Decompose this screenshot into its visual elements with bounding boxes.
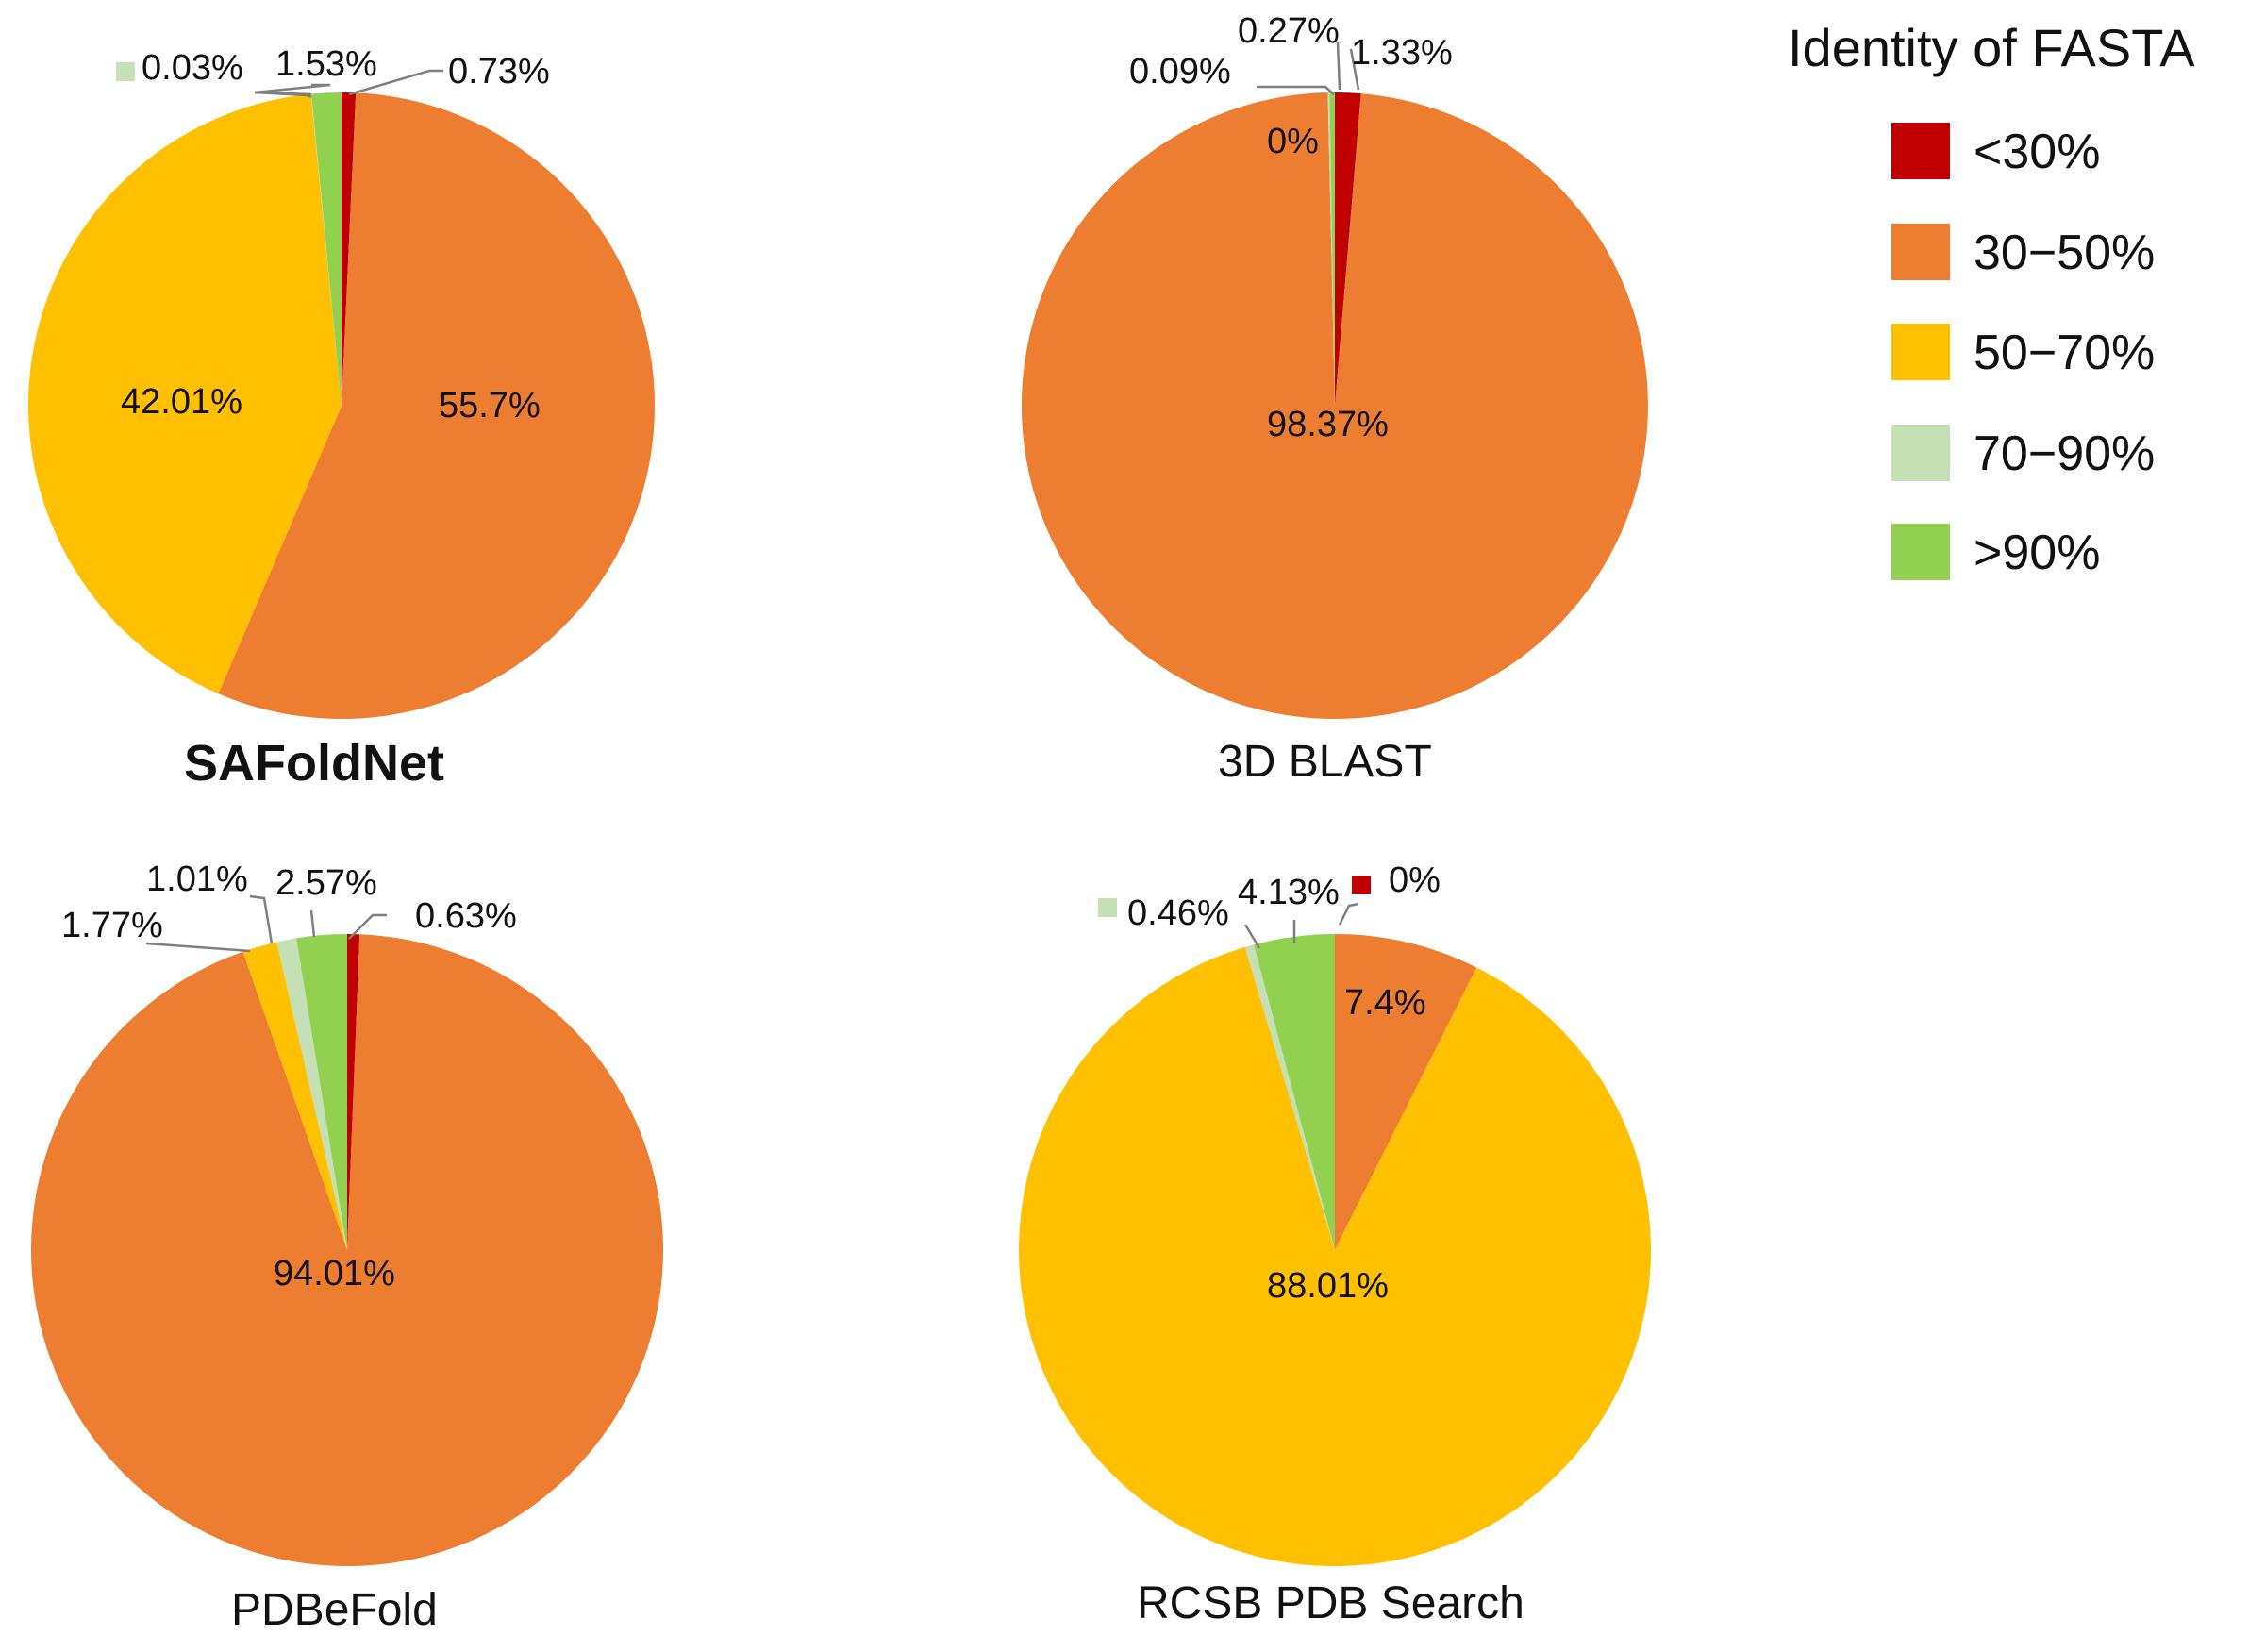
leader-line-under-30 — [1338, 902, 1359, 926]
label-over-90: 1.53% — [275, 44, 377, 84]
pie-slices — [27, 92, 656, 720]
legend-swatch-50-70 — [1891, 324, 1950, 380]
legend-swatch-under-30 — [1891, 123, 1950, 179]
label-70-90: 0.09% — [1129, 52, 1231, 92]
leader-line-under-30 — [348, 69, 443, 96]
leader-line-70-90 — [249, 894, 274, 944]
pie-slices — [1021, 92, 1648, 719]
chart-title-safoldnet: SAFoldNet — [184, 735, 444, 792]
label-50-70: 1.77% — [61, 906, 163, 945]
label-over-90: 2.57% — [275, 863, 377, 903]
leader-line-over-90 — [254, 91, 312, 99]
pie-slice-over-90 — [311, 92, 342, 406]
leader-line-over-90 — [1336, 42, 1341, 91]
pie-slice-under-30 — [347, 933, 360, 1250]
leader-line-over-90 — [309, 909, 316, 938]
pie-slice-30-50 — [1335, 934, 1477, 1250]
pie-slice-70-90 — [1327, 92, 1335, 407]
legend-item-under-30: <30% — [1891, 123, 2100, 179]
pie-slice-50-70 — [27, 93, 342, 694]
pie-slice-over-90 — [1329, 92, 1335, 406]
legend-swatch-over-90 — [1891, 524, 1950, 580]
chart-title-pdbefold: PDBeFold — [231, 1585, 438, 1635]
legend-label-under-30: <30% — [1974, 125, 2100, 179]
label-70-90: 0.46% — [1127, 893, 1229, 933]
label-30-50: 7.4% — [1344, 983, 1426, 1023]
pie-slice-under-30 — [1335, 92, 1361, 406]
pie-slice-50-70 — [1019, 946, 1652, 1567]
pie-chart-pdbefold: 1.77% 1.01% 2.57% 0.63% 94.01% PDBeFold — [31, 859, 664, 1635]
label-under-30: 0.63% — [415, 896, 517, 936]
pie-slice-70-90 — [276, 938, 347, 1250]
pie-slice-30-50 — [218, 92, 656, 720]
label-over-90: 0.27% — [1238, 11, 1340, 51]
legend-item-70-90: 70−90% — [1891, 425, 2155, 481]
legend-item-30-50: 30−50% — [1891, 224, 2155, 280]
label-under-30: 0.73% — [448, 52, 550, 92]
legend-label-50-70: 50−70% — [1974, 325, 2155, 380]
label-50-70: 0% — [1267, 122, 1319, 161]
leader-lines — [145, 894, 387, 953]
pie-slices — [31, 933, 664, 1566]
label-70-90: 0.03% — [142, 48, 243, 88]
legend-key-under-30 — [1352, 876, 1371, 894]
leader-lines — [1257, 42, 1360, 95]
pie-chart-rcsb-pdb-search: 0.46% 4.13% 0% 7.4% 88.01% RCSB PDB Sear… — [1019, 860, 1652, 1628]
label-30-50: 98.37% — [1267, 405, 1389, 444]
label-under-30: 0% — [1389, 860, 1441, 900]
leader-line-under-30 — [348, 913, 387, 940]
legend-swatch-70-90 — [1891, 425, 1950, 481]
pie-chart-safoldnet: 0.03% 1.53% 0.73% 55.7% 42.01% SAFoldNet — [27, 44, 656, 792]
label-30-50: 94.01% — [274, 1254, 395, 1293]
pie-slice-70-90 — [310, 93, 342, 406]
pie-slice-under-30 — [342, 92, 357, 406]
label-70-90: 1.01% — [146, 859, 248, 899]
leader-lines — [1243, 902, 1359, 949]
legend-label-70-90: 70−90% — [1974, 426, 2155, 481]
label-under-30: 1.33% — [1351, 33, 1453, 73]
legend-label-over-90: >90% — [1974, 526, 2100, 580]
legend-title: Identity of FASTA — [1788, 18, 2195, 77]
leader-line-70-90 — [1243, 924, 1261, 949]
leader-line-50-70 — [145, 942, 251, 953]
pie-slice-50-70 — [242, 942, 347, 1250]
label-over-90: 4.13% — [1238, 873, 1340, 912]
legend-label-30-50: 30−50% — [1974, 225, 2155, 280]
pie-slice-70-90 — [1244, 944, 1335, 1250]
pie-slice-over-90 — [1254, 934, 1335, 1250]
pie-slice-30-50 — [31, 934, 664, 1566]
leader-line-70-90 — [1257, 85, 1335, 95]
pie-slice-over-90 — [296, 934, 347, 1250]
legend-swatch-30-50 — [1891, 224, 1950, 280]
legend-item-over-90: >90% — [1891, 524, 2100, 580]
pie-chart-3d-blast: 0.09% 0.27% 1.33% 0% 98.37% 3D BLAST — [1021, 11, 1648, 787]
pie-slice-30-50 — [1021, 92, 1648, 719]
label-30-50: 55.7% — [439, 386, 541, 426]
leader-lines — [254, 69, 443, 99]
leader-line-under-30 — [1349, 48, 1360, 91]
chart-title-rcsb-pdb-search: RCSB PDB Search — [1137, 1578, 1524, 1628]
label-50-70: 42.01% — [121, 382, 242, 422]
legend-item-50-70: 50−70% — [1891, 324, 2155, 380]
legend-key-70-90 — [1098, 898, 1117, 917]
pie-slices — [1019, 934, 1652, 1567]
legend-key-70-90 — [116, 62, 135, 81]
legend: Identity of FASTA <30% 30−50% 50−70% 70−… — [1788, 18, 2195, 580]
label-50-70: 88.01% — [1267, 1266, 1389, 1306]
chart-title-3d-blast: 3D BLAST — [1218, 737, 1432, 787]
